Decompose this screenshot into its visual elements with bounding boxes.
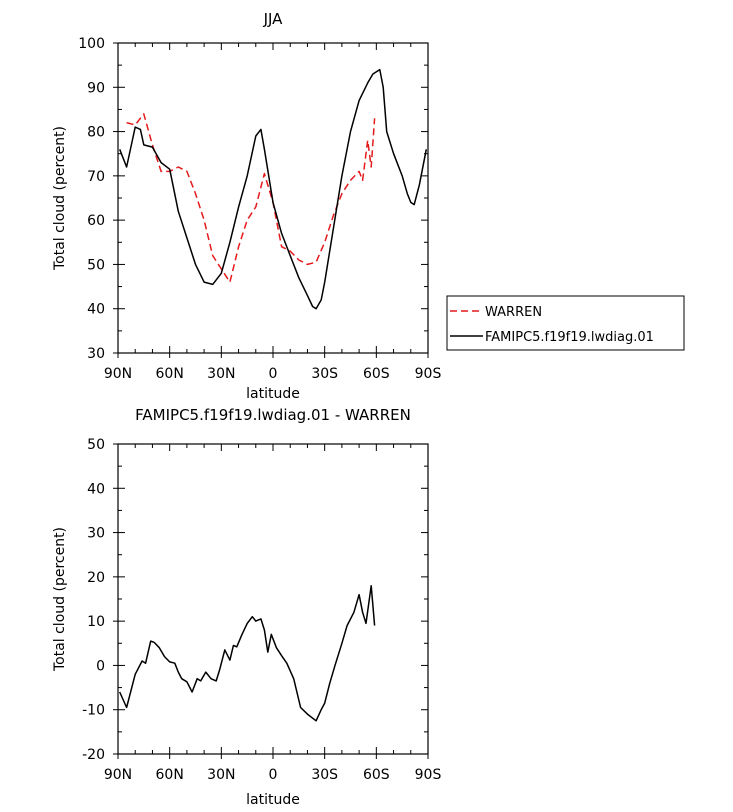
bottom-ytick-label: 0 [96, 658, 105, 674]
bottom-ytick-label: 40 [87, 481, 105, 497]
top-xtick-label: 30S [311, 366, 338, 382]
bottom-ytick-label: 50 [87, 437, 105, 453]
top-series-line-warren [126, 113, 376, 283]
bottom-ytick-label: 10 [87, 614, 105, 630]
top-ytick-label: 100 [78, 36, 105, 52]
bottom-xtick-label: 0 [269, 767, 278, 783]
bottom-ytick-label: -10 [82, 703, 105, 719]
bottom-ytick-label: -20 [82, 747, 105, 763]
bottom-xtick-label: 90N [104, 767, 132, 783]
bottom-xtick-label: 90S [415, 767, 442, 783]
bottom-panel: FAMIPC5.f19f19.lwdiag.01 - WARREN -20 -10… [52, 406, 441, 808]
bottom-y-axis-label: Total cloud (percent) [52, 527, 68, 672]
top-xtick-label: 90N [104, 366, 132, 382]
top-axes: 30 40 50 60 70 80 90 100 90N 60N 30N 0 30S 60S 90S [78, 36, 441, 382]
top-ytick-label: 50 [87, 257, 105, 273]
top-ytick-label: 70 [87, 169, 105, 185]
top-xtick-label: 30N [207, 366, 235, 382]
bottom-xtick-label: 30S [311, 767, 338, 783]
bottom-chart-title: FAMIPC5.f19f19.lwdiag.01 - WARREN [135, 406, 411, 424]
bottom-axes: -20 -10 0 10 20 30 40 50 90N 60N 30N 0 30S 60S 90S [82, 437, 441, 783]
top-y-axis-label: Total cloud (percent) [52, 126, 68, 271]
top-ytick-label: 30 [87, 346, 105, 362]
top-series-group [119, 68, 428, 310]
legend-box [446, 295, 685, 351]
legend: WARREN FAMIPC5.f19f19.lwdiag.01 [446, 295, 685, 351]
top-panel: JJA 30 40 50 60 70 80 90 100 90N 60N 30N 0 30S 60S 90S… [52, 10, 685, 402]
top-ytick-label: 40 [87, 302, 105, 318]
legend-label-model: FAMIPC5.f19f19.lwdiag.01 [485, 330, 654, 345]
top-xtick-label: 60S [363, 366, 390, 382]
bottom-xtick-label: 30N [207, 767, 235, 783]
bottom-xtick-label: 60S [363, 767, 390, 783]
bottom-series-line-difference [119, 584, 376, 722]
bottom-ytick-label: 20 [87, 570, 105, 586]
top-series-line-model [119, 68, 428, 310]
legend-label-warren: WARREN [485, 305, 542, 320]
top-x-axis-label: latitude [246, 386, 300, 402]
bottom-plot-frame [117, 443, 429, 755]
top-ytick-label: 60 [87, 213, 105, 229]
top-ytick-label: 80 [87, 125, 105, 141]
bottom-xtick-label: 60N [156, 767, 184, 783]
bottom-ytick-label: 30 [87, 526, 105, 542]
bottom-x-axis-label: latitude [246, 792, 300, 808]
top-xtick-label: 90S [415, 366, 442, 382]
top-ytick-label: 90 [87, 80, 105, 96]
top-chart-title: JJA [263, 10, 284, 28]
bottom-series-group [119, 584, 376, 722]
top-xtick-label: 60N [156, 366, 184, 382]
top-xtick-label: 0 [269, 366, 278, 382]
